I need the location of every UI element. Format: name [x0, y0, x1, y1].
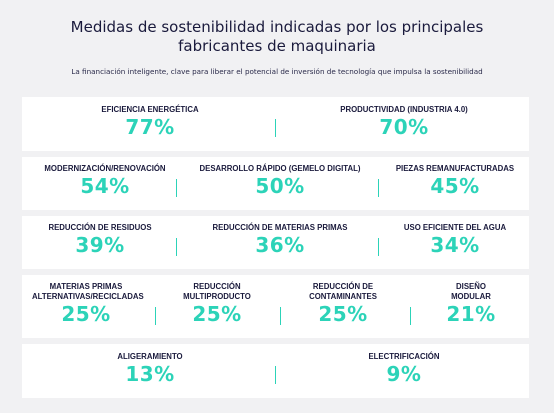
column-divider: [176, 238, 178, 256]
metric-value: 25%: [61, 302, 111, 326]
metric-label: REDUCCIÓN MULTIPRODUCTO: [183, 282, 251, 301]
metric-productividad: PRODUCTIVIDAD (INDUSTRIA 4.0) 70%: [284, 105, 524, 139]
metrics-row-2: MODERNIZACIÓN/RENOVACIÓN 54% DESARROLLO …: [22, 157, 529, 210]
metric-value: 9%: [386, 362, 422, 386]
column-divider: [275, 366, 277, 384]
metric-label: REDUCCIÓN DE CONTAMINANTES: [309, 282, 377, 301]
metric-desarrollo-rapido: DESARROLLO RÁPIDO (GEMELO DIGITAL) 50%: [182, 164, 378, 198]
metrics-row-3: REDUCCIÓN DE RESIDUOS 39% REDUCCIÓN DE M…: [22, 216, 529, 269]
column-divider: [155, 307, 157, 325]
metric-label: MODERNIZACIÓN/RENOVACIÓN: [44, 164, 166, 173]
metric-label: USO EFICIENTE DEL AGUA: [403, 223, 507, 232]
metric-modernizacion: MODERNIZACIÓN/RENOVACIÓN 54%: [26, 164, 184, 198]
title-line-2: fabricantes de maquinaria: [178, 37, 376, 55]
metrics-row-1: EFICIENCIA ENERGÉTICA 77% PRODUCTIVIDAD …: [22, 97, 529, 151]
metric-reduccion-contaminantes: REDUCCIÓN DE CONTAMINANTES 25%: [298, 282, 388, 326]
metric-label: REDUCCIÓN DE MATERIAS PRIMAS: [212, 223, 348, 232]
metric-value: 50%: [255, 174, 305, 198]
column-divider: [275, 119, 277, 137]
metric-materias-primas-alternativas: MATERIAS PRIMAS ALTERNATIVAS/RECICLADAS …: [32, 282, 144, 326]
metrics-row-4: MATERIAS PRIMAS ALTERNATIVAS/RECICLADAS …: [22, 275, 529, 338]
metric-label: MATERIAS PRIMAS ALTERNATIVAS/RECICLADAS: [32, 282, 144, 301]
metric-label: DISEÑO MODULAR: [451, 282, 491, 301]
metrics-row-5: ALIGERAMIENTO 13% ELECTRIFICACIÓN 9%: [22, 344, 529, 398]
metric-reduccion-residuos: REDUCCIÓN DE RESIDUOS 39%: [26, 223, 174, 257]
metric-aligeramiento: ALIGERAMIENTO 13%: [32, 352, 268, 386]
metric-eficiencia-energetica: EFICIENCIA ENERGÉTICA 77%: [32, 105, 268, 139]
metric-reduccion-multiproducto: REDUCCIÓN MULTIPRODUCTO 25%: [172, 282, 262, 326]
metric-value: 39%: [75, 233, 125, 257]
title-line-1: Medidas de sostenibilidad indicadas por …: [70, 18, 484, 36]
metric-label: ELECTRIFICACIÓN: [368, 352, 440, 361]
metric-label: DESARROLLO RÁPIDO (GEMELO DIGITAL): [199, 164, 361, 173]
metric-value: 34%: [430, 233, 480, 257]
metric-value: 25%: [192, 302, 242, 326]
metric-value: 36%: [255, 233, 305, 257]
metric-label: PRODUCTIVIDAD (INDUSTRIA 4.0): [340, 105, 468, 114]
metric-label: ALIGERAMIENTO: [117, 352, 183, 361]
metric-value: 70%: [379, 115, 429, 139]
metric-electrificacion: ELECTRIFICACIÓN 9%: [284, 352, 524, 386]
metric-diseno-modular: DISEÑO MODULAR 21%: [426, 282, 516, 326]
column-divider: [378, 238, 380, 256]
metric-value: 13%: [125, 362, 175, 386]
metric-label: PIEZAS REMANUFACTURADAS: [395, 164, 515, 173]
page-title: Medidas de sostenibilidad indicadas por …: [40, 18, 514, 56]
column-divider: [280, 307, 282, 325]
metric-value: 77%: [125, 115, 175, 139]
page-subtitle: La financiación inteligente, clave para …: [71, 67, 483, 76]
column-divider: [176, 179, 178, 197]
metric-piezas-remanufacturadas: PIEZAS REMANUFACTURADAS 45%: [384, 164, 526, 198]
metric-label: EFICIENCIA ENERGÉTICA: [101, 105, 199, 114]
column-divider: [410, 307, 412, 325]
metric-uso-eficiente-agua: USO EFICIENTE DEL AGUA 34%: [384, 223, 526, 257]
metric-reduccion-materias-primas: REDUCCIÓN DE MATERIAS PRIMAS 36%: [182, 223, 378, 257]
metric-value: 45%: [430, 174, 480, 198]
metric-label: REDUCCIÓN DE RESIDUOS: [48, 223, 152, 232]
column-divider: [378, 179, 380, 197]
metric-value: 25%: [318, 302, 368, 326]
metric-value: 54%: [80, 174, 130, 198]
metric-value: 21%: [446, 302, 496, 326]
